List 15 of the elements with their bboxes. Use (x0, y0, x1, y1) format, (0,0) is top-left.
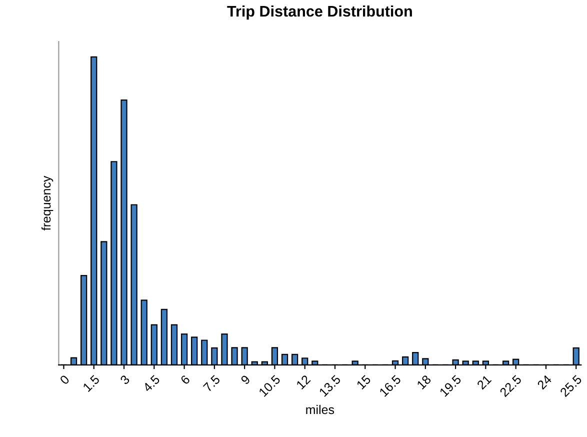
x-tick-label: 21 (476, 374, 492, 390)
chart-title: Trip Distance Distribution (227, 5, 412, 20)
x-tick-label: 12 (296, 374, 311, 390)
x-tick-label: 0 (59, 374, 70, 385)
x-tick-label: 24 (536, 374, 552, 390)
x-tick-label: 6 (180, 374, 190, 385)
x-tick-label: 3 (120, 374, 130, 385)
x-tick-label: 4.5 (142, 374, 160, 392)
x-tick-label: 7.5 (202, 374, 221, 392)
x-tick-label: 9 (240, 374, 251, 385)
x-tick-label: 15 (356, 374, 372, 390)
x-tick-label: 1.5 (82, 374, 100, 392)
y-axis-title: frequency (42, 176, 54, 230)
x-tick-label: 18 (416, 374, 432, 390)
x-axis-title: miles (306, 404, 334, 414)
